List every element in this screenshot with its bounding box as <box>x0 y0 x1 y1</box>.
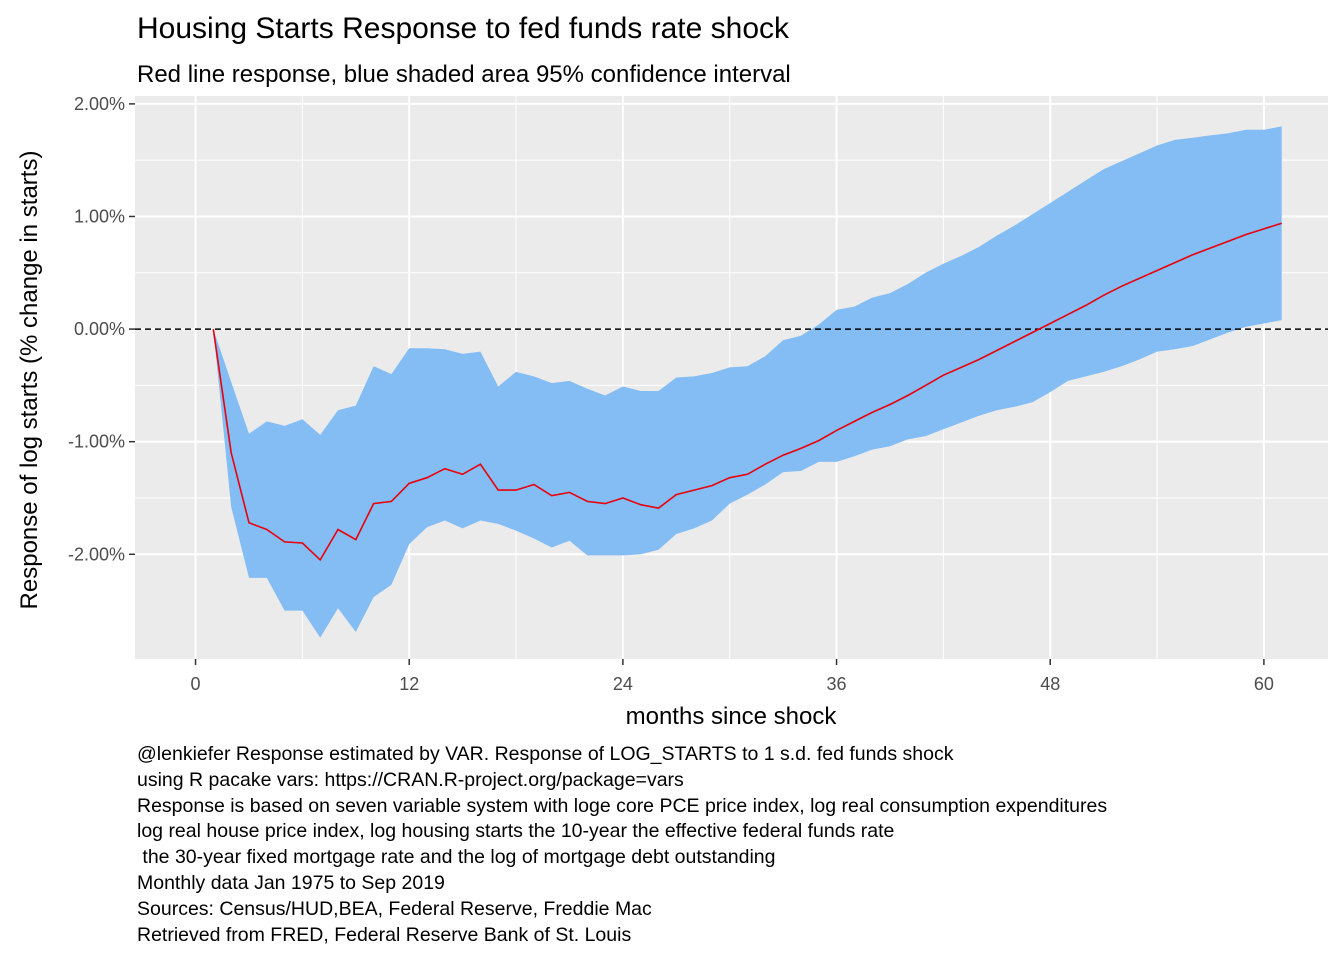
x-tick-label: 24 <box>613 674 633 694</box>
x-tick-label: 60 <box>1254 674 1274 694</box>
chart-subtitle: Red line response, blue shaded area 95% … <box>137 61 791 88</box>
x-axis-title: months since shock <box>626 703 838 730</box>
y-tick-label: -2.00% <box>68 544 125 564</box>
chart-canvas: -2.00%-1.00%0.00%1.00%2.00% 0 12 24 36 48 60 … <box>16 94 1328 730</box>
caption-line: Response is based on seven variable syst… <box>137 794 1108 817</box>
x-tick-label: 36 <box>827 674 847 694</box>
x-tick-label: 12 <box>399 674 419 694</box>
y-tick-label: 1.00% <box>74 206 125 226</box>
caption-line: using R pacake vars: https://CRAN.R-proj… <box>137 768 684 791</box>
chart-title: Housing Starts Response to fed funds rat… <box>137 12 790 45</box>
x-axis-ticks: 0 12 24 36 48 60 <box>191 659 1274 694</box>
x-tick-label: 48 <box>1040 674 1060 694</box>
caption: @lenkiefer Response estimated by VAR. Re… <box>137 742 1107 948</box>
y-axis-ticks: -2.00% -1.00% 0.00% 1.00% 2.00% <box>68 94 135 564</box>
caption-line: Retrieved from FRED, Federal Reserve Ban… <box>137 923 632 946</box>
caption-line: Sources: Census/HUD,BEA, Federal Reserve… <box>137 897 652 920</box>
response-line <box>212 222 1282 562</box>
caption-line: log real house price index, log housing … <box>137 820 895 843</box>
y-tick-label: 2.00% <box>74 94 125 114</box>
y-tick-label: -1.00% <box>68 432 125 452</box>
caption-line: the 30-year fixed mortgage rate and the … <box>137 846 776 869</box>
x-tick-label: 0 <box>191 674 201 694</box>
y-tick-label: 0.00% <box>74 319 125 339</box>
caption-line: Monthly data Jan 1975 to Sep 2019 <box>137 871 445 894</box>
confidence-interval-band <box>213 126 1282 638</box>
y-axis-title: Response of log starts (% change in star… <box>16 151 43 610</box>
caption-line: @lenkiefer Response estimated by VAR. Re… <box>137 743 954 765</box>
